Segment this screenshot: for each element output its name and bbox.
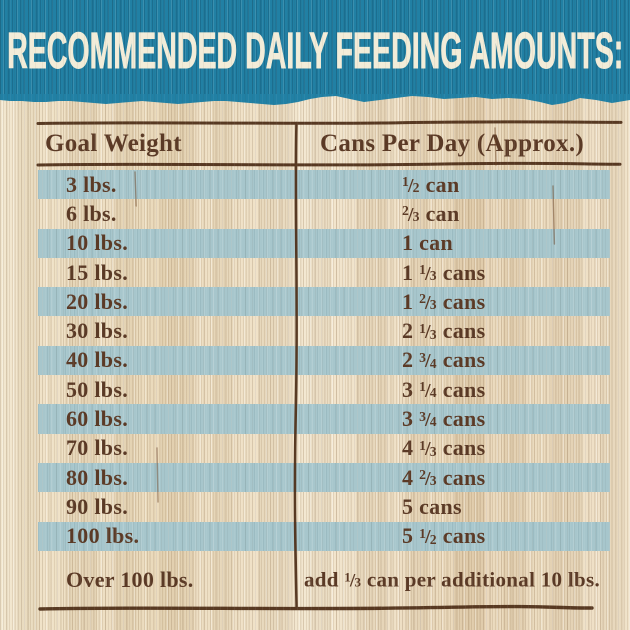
goal-weight-cell: 20 lbs.: [66, 288, 129, 314]
cans-per-day-cell: 2 3/4 cans: [402, 347, 486, 373]
cans-per-day-cell: 5 1/2 cans: [402, 523, 486, 549]
cans-per-day-cell: 4 1/3 cans: [402, 435, 486, 461]
table-row: 6 lbs. 2/3 can: [0, 199, 630, 228]
table-row: 80 lbs. 4 2/3 cans: [0, 462, 630, 493]
goal-weight-cell: 70 lbs.: [66, 435, 129, 461]
table-rows: 3 lbs. 1/2 can 6 lbs. 2/3 can 10 lbs. 1 …: [0, 170, 630, 609]
cans-per-day-cell: 3 1/4 cans: [402, 376, 486, 402]
goal-weight-cell: 60 lbs.: [66, 406, 129, 432]
table-row: 3 lbs. 1/2 can: [0, 170, 630, 200]
table-row: 50 lbs. 3 1/4 cans: [0, 375, 630, 404]
goal-weight-cell: 6 lbs.: [66, 200, 117, 226]
row-stripe: [38, 404, 610, 434]
header-band: RECOMMENDED DAILY FEEDING AMOUNTS:: [0, 0, 630, 94]
goal-weight-cell: 30 lbs.: [66, 318, 129, 344]
cans-per-day-cell: 2 1/3 cans: [402, 318, 486, 344]
table-row: 60 lbs. 3 3/4 cans: [0, 404, 630, 434]
table-row: Over 100 lbs. add 1/3 can per additional…: [0, 551, 630, 609]
table-row: 15 lbs. 1 1/3 cans: [0, 258, 630, 287]
goal-weight-cell: 40 lbs.: [66, 347, 129, 373]
row-stripe: [38, 170, 610, 200]
row-stripe: [38, 228, 610, 258]
goal-weight-cell: 10 lbs.: [66, 230, 129, 256]
goal-weight-cell: Over 100 lbs.: [66, 566, 194, 592]
row-stripe: [38, 521, 610, 551]
cans-per-day-cell: 2/3 can: [402, 200, 460, 226]
cans-per-day-cell: add 1/3 can per additional 10 lbs.: [303, 567, 601, 592]
cans-per-day-cell: 1 2/3 cans: [402, 288, 486, 314]
cans-per-day-cell: 1/2 can: [402, 171, 460, 197]
cans-per-day-cell: 1 can: [402, 230, 453, 256]
table-row: 40 lbs. 2 3/4 cans: [0, 345, 630, 376]
band-torn-edge: [0, 94, 630, 105]
goal-weight-cell: 3 lbs.: [66, 171, 117, 197]
goal-weight-cell: 100 lbs.: [66, 523, 140, 549]
page-title: RECOMMENDED DAILY FEEDING AMOUNTS:: [6, 21, 624, 79]
cans-per-day-cell: 5 cans: [402, 493, 462, 519]
goal-weight-cell: 80 lbs.: [66, 464, 129, 490]
table-row: 10 lbs. 1 can: [0, 228, 630, 258]
goal-weight-cell: 90 lbs.: [66, 493, 129, 519]
table-row: 70 lbs. 4 1/3 cans: [0, 434, 630, 463]
table-row: 90 lbs. 5 cans: [0, 492, 630, 521]
cans-per-day-cell: 1 1/3 cans: [402, 259, 486, 285]
cans-per-day-cell: 3 3/4 cans: [402, 406, 486, 432]
table-row: 30 lbs. 2 1/3 cans: [0, 316, 630, 345]
table-row: 20 lbs. 1 2/3 cans: [0, 287, 630, 317]
cans-per-day-cell: 4 2/3 cans: [402, 464, 486, 490]
row-stripe: [38, 462, 610, 493]
row-stripe: [38, 345, 610, 376]
column-header-goal-weight: Goal Weight: [45, 130, 182, 157]
goal-weight-cell: 50 lbs.: [66, 376, 129, 402]
column-header-cans-per-day: Cans Per Day (Approx.): [319, 130, 584, 157]
goal-weight-cell: 15 lbs.: [66, 259, 129, 285]
table-row: 100 lbs. 5 1/2 cans: [0, 521, 630, 551]
row-stripe: [38, 287, 610, 317]
